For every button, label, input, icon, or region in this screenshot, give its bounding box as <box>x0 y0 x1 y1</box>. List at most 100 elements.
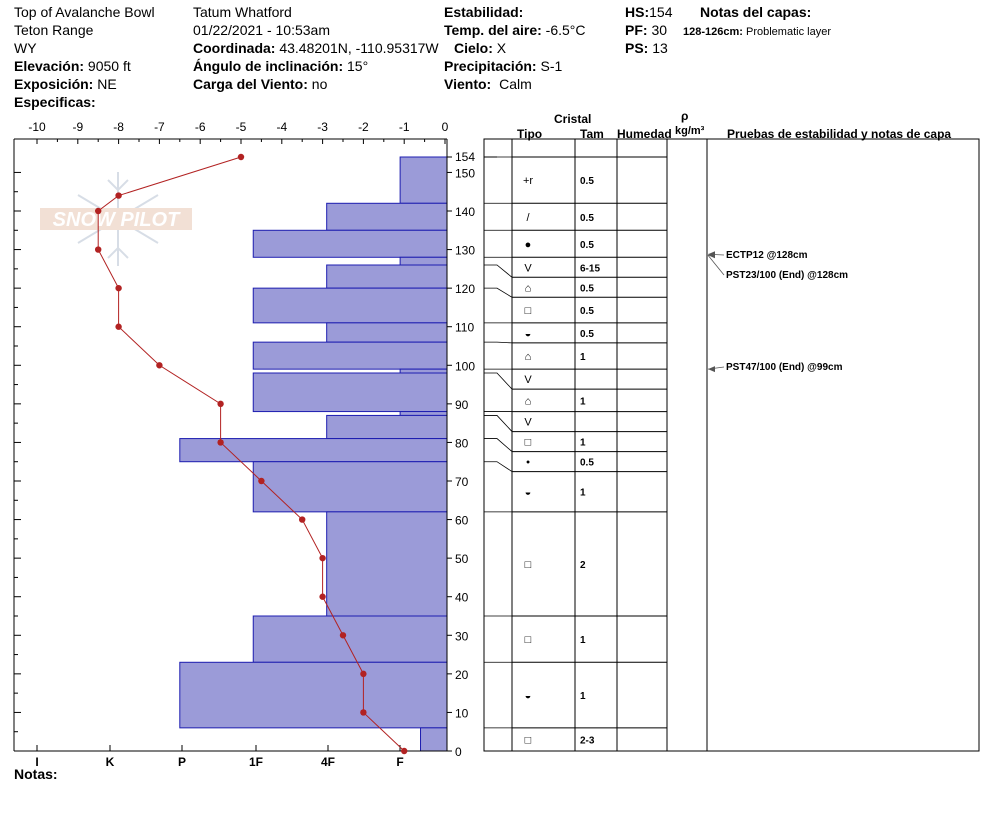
crystal-type-glyph: □ <box>525 305 532 317</box>
temperature-point <box>115 323 122 330</box>
temperature-point <box>360 709 367 716</box>
crystal-size: 0.5 <box>580 283 594 294</box>
hardness-bar <box>420 727 448 752</box>
datetime: 01/22/2021 - 10:53am <box>193 22 330 38</box>
stability-test-note: PST47/100 (End) @99cm <box>726 362 843 373</box>
depth-tick-label: 20 <box>455 668 469 682</box>
crystal-size: 1 <box>580 635 586 646</box>
snowpilot-watermark: SNOW PILOT <box>40 172 192 266</box>
crystal-size: 1 <box>580 396 586 407</box>
crystal-type-glyph: □ <box>525 559 532 571</box>
temperature-point <box>339 632 347 639</box>
crystal-size: 0.5 <box>580 213 594 224</box>
test-pointer-arrow <box>708 366 715 373</box>
precipitation: Precipitación: S-1 <box>444 58 562 74</box>
hardness-bar <box>326 414 448 440</box>
depth-tick-label: 100 <box>455 359 475 373</box>
slope-value: 15° <box>347 58 369 74</box>
penetration-foot: PF: 30 <box>625 22 667 38</box>
penetration-ski: PS: 13 <box>625 40 668 56</box>
pf-value: 30 <box>651 22 668 38</box>
layer-connector <box>484 341 513 344</box>
temperature-tick-label: -7 <box>154 120 165 134</box>
hardness-bar <box>326 322 448 343</box>
slope-angle: Ángulo de inclinación: 15° <box>193 58 368 74</box>
hardness-tick-label: 1F <box>249 755 263 769</box>
hardness-tick-label: 4F <box>321 755 335 769</box>
temperature-tick-label: 0 <box>442 120 449 134</box>
temperature-point <box>401 747 408 755</box>
size-header: Tam <box>580 127 604 141</box>
crystal-type-glyph: ● <box>525 239 532 251</box>
watermark-band <box>40 208 192 230</box>
layer-connector <box>484 264 513 278</box>
hardness-bar <box>326 511 448 617</box>
location-name: Top of Avalanche Bowl <box>14 4 155 20</box>
hardness-bar <box>399 368 448 374</box>
snow-height: HS:154 <box>625 4 672 20</box>
specifics-label: Especificas: <box>14 94 96 110</box>
depth-tick-label: 60 <box>455 514 469 528</box>
pf-label: PF: <box>625 22 648 38</box>
depth-tick-label: 0 <box>455 745 462 759</box>
depth-tick-label: 10 <box>455 706 469 720</box>
crystal-size: 0.5 <box>580 240 594 251</box>
wind-load-label: Carga del Viento: <box>193 76 308 92</box>
temperature-tick-label: -3 <box>317 120 328 134</box>
coordinates: Coordinada: 43.48201N, -110.95317W <box>193 40 439 56</box>
temperature-point <box>156 362 163 369</box>
type-header: Tipo <box>517 127 543 141</box>
hardness-tick-label: P <box>178 755 186 769</box>
depth-tick-label: 110 <box>455 321 474 335</box>
crystal-type-glyph: • <box>526 457 530 469</box>
wind-loading: Carga del Viento: no <box>193 76 327 92</box>
watermark-text: SNOW PILOT <box>53 209 181 231</box>
temperature-tick-label: -4 <box>276 120 287 134</box>
crystal-size: 0.5 <box>580 458 594 469</box>
temperature-point <box>217 439 224 446</box>
moisture-header: Humedad <box>617 127 672 141</box>
layer-notes-label: Notas del capas: <box>700 4 812 20</box>
hardness-bar <box>252 461 448 513</box>
mountain-range: Teton Range <box>14 22 94 38</box>
layer-connector <box>484 287 513 298</box>
crystal-type-glyph: ⌂ <box>525 282 532 294</box>
crystal-size: 2-3 <box>580 735 595 746</box>
precip-value: S-1 <box>540 58 563 74</box>
temperature-point <box>115 192 122 199</box>
depth-tick-label: 154 <box>455 150 475 164</box>
temperature-point <box>258 477 265 485</box>
elevation-value: 9050 ft <box>87 58 131 74</box>
depth-tick-label: 130 <box>455 244 475 258</box>
layer-note: 128-126cm: Problematic layer <box>683 24 831 40</box>
temperature-tick-label: -1 <box>399 120 410 134</box>
crystal-size: 1 <box>580 438 586 449</box>
depth-tick-label: 40 <box>455 591 469 605</box>
wind-value: Calm <box>499 76 532 92</box>
layer-connector <box>484 372 513 390</box>
temperature-point <box>217 400 224 408</box>
temperature-point <box>237 153 245 161</box>
precip-label: Precipitación: <box>444 58 537 74</box>
crystal-size: 6-15 <box>580 263 600 274</box>
crystal-type-glyph: □ <box>525 734 532 746</box>
crystal-type-glyph: V <box>524 262 532 274</box>
depth-tick-label: 150 <box>455 166 475 180</box>
crystal-type-glyph: □ <box>525 634 532 646</box>
stability-label: Estabilidad: <box>444 4 524 20</box>
crystal-header: Cristal <box>554 112 592 126</box>
wind: Viento: Calm <box>444 76 532 92</box>
elevation: Elevación: 9050 ft <box>14 58 131 74</box>
crystal-size: 0.5 <box>580 329 594 340</box>
temperature-tick-label: -5 <box>236 120 247 134</box>
sky: Cielo: X <box>452 40 507 56</box>
crystal-type-glyph: ⌂ <box>525 351 532 363</box>
crystal-type-glyph: ◒ <box>525 328 532 340</box>
tests-header: Pruebas de estabilidad y notas de capa <box>727 127 952 141</box>
table-frame <box>483 138 980 752</box>
ps-value: 13 <box>652 40 668 56</box>
hardness-bar <box>252 229 448 258</box>
hardness-bar <box>252 287 448 324</box>
hardness-bar <box>179 661 448 729</box>
crystal-size: 2 <box>580 560 586 571</box>
